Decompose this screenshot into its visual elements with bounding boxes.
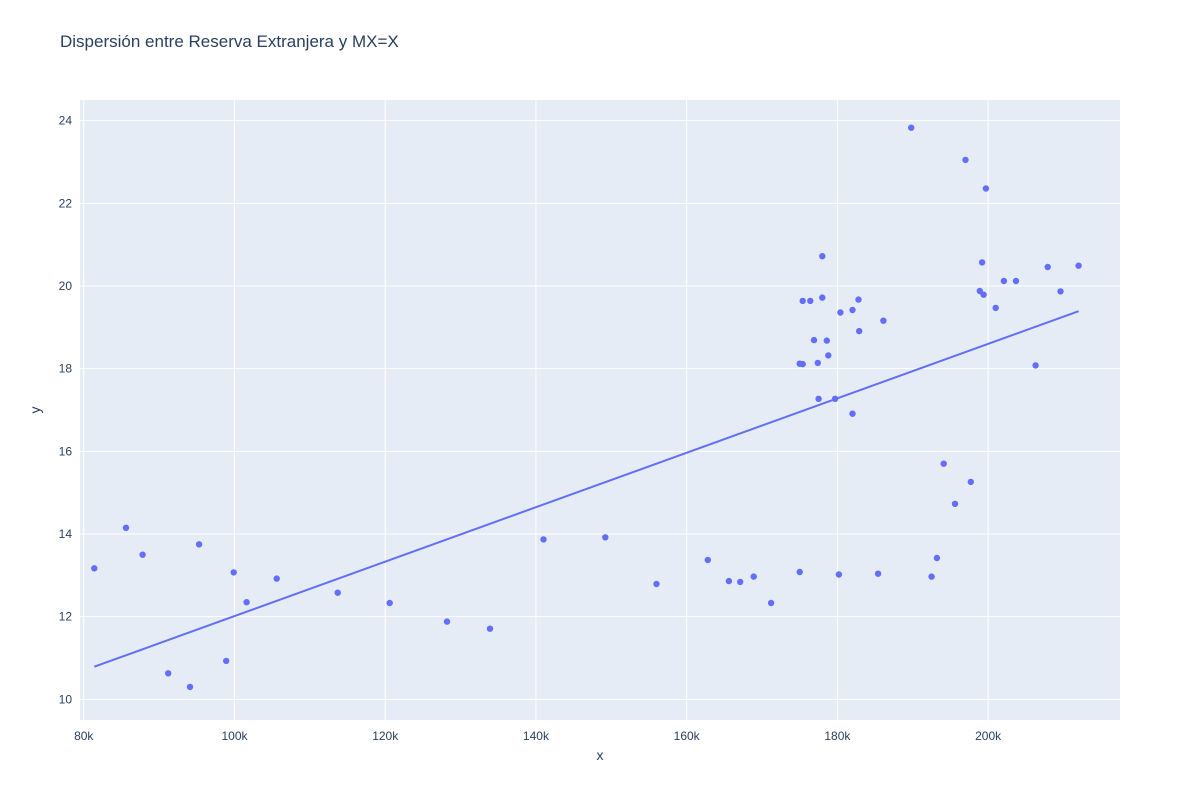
scatter-point: [1012, 277, 1020, 285]
y-axis-title: y: [27, 407, 43, 414]
trend-line: [93, 310, 1079, 668]
scatter-point: [856, 327, 863, 335]
scatter-point: [962, 156, 969, 164]
scatter-point: [823, 337, 830, 344]
scatter-point: [653, 580, 660, 588]
x-tick-label: 180k: [824, 729, 851, 743]
scatter-point: [750, 573, 757, 580]
y-tick-label: 20: [59, 279, 73, 293]
x-axis-ticks: 80k 100k 120k 140k 160k 180k 200k: [74, 729, 1002, 743]
scatter-point: [933, 554, 941, 562]
scatter-point: [831, 395, 839, 402]
scatter-point: [849, 410, 856, 417]
scatter-point: [704, 556, 711, 564]
scatter-point: [230, 569, 237, 576]
scatter-point: [195, 541, 203, 548]
scatter-point: [982, 185, 990, 192]
scatter-point: [1057, 288, 1064, 295]
y-tick-label: 22: [59, 196, 73, 210]
y-tick-label: 24: [59, 114, 73, 128]
y-tick-label: 14: [59, 527, 73, 541]
scatter-point: [825, 352, 832, 359]
scatter-point: [980, 291, 987, 298]
scatter-point: [849, 306, 856, 314]
x-tick-label: 160k: [674, 729, 701, 743]
scatter-point: [1000, 277, 1008, 285]
scatter-point: [908, 124, 915, 131]
scatter-point: [1044, 263, 1051, 271]
scatter-point: [992, 304, 999, 312]
scatter-point: [978, 259, 986, 266]
y-tick-label: 12: [59, 610, 73, 624]
scatter-point: [223, 657, 230, 665]
scatter-point: [819, 253, 826, 260]
scatter-point: [273, 575, 280, 582]
scatter-point: [165, 670, 172, 677]
scatter-point: [967, 478, 974, 486]
scatter-point: [807, 297, 814, 305]
scatter-point: [880, 317, 887, 324]
scatter-point: [835, 571, 843, 578]
scatter-point: [602, 534, 609, 541]
scatter-point: [540, 536, 547, 543]
x-tick-label: 80k: [74, 729, 94, 743]
scatter-point: [799, 297, 806, 305]
x-tick-label: 140k: [523, 729, 550, 743]
x-axis-title: x: [597, 747, 604, 763]
y-axis-ticks: 10 12 14 16 18 20 22 24: [59, 114, 73, 707]
plot-background: [80, 100, 1120, 720]
scatter-point: [186, 683, 194, 691]
scatter-point: [815, 395, 822, 402]
scatter-point: [443, 618, 451, 625]
scatter-point: [951, 500, 959, 507]
scatter-point: [819, 294, 826, 301]
scatter-point: [855, 296, 862, 303]
scatter-point: [1032, 362, 1039, 369]
scatter-point: [940, 460, 947, 467]
scatter-point: [874, 570, 882, 577]
y-tick-label: 10: [59, 692, 73, 706]
x-tick-label: 100k: [221, 729, 248, 743]
scatter-point: [122, 524, 130, 531]
scatter-point: [767, 599, 775, 607]
scatter-point: [837, 309, 844, 316]
chart-title: Dispersión entre Reserva Extranjera y MX…: [60, 32, 399, 51]
scatter-point: [928, 573, 935, 580]
gridlines: [80, 100, 1120, 720]
scatter-point: [1075, 262, 1082, 269]
data-marks: [91, 124, 1082, 691]
y-tick-label: 18: [59, 362, 73, 376]
scatter-point: [810, 336, 818, 344]
scatter-point: [796, 568, 803, 576]
scatter-point: [486, 625, 494, 632]
scatter-point: [737, 578, 744, 586]
scatter-point: [243, 599, 250, 606]
x-tick-label: 200k: [975, 729, 1002, 743]
scatter-point: [799, 360, 806, 368]
scatter-point: [725, 577, 733, 585]
scatter-point: [814, 359, 821, 367]
scatter-point: [139, 551, 146, 558]
y-tick-label: 16: [59, 444, 73, 458]
x-tick-label: 120k: [372, 729, 399, 743]
scatter-point: [334, 589, 341, 596]
scatter-point: [386, 599, 393, 607]
scatter-point: [91, 565, 98, 572]
